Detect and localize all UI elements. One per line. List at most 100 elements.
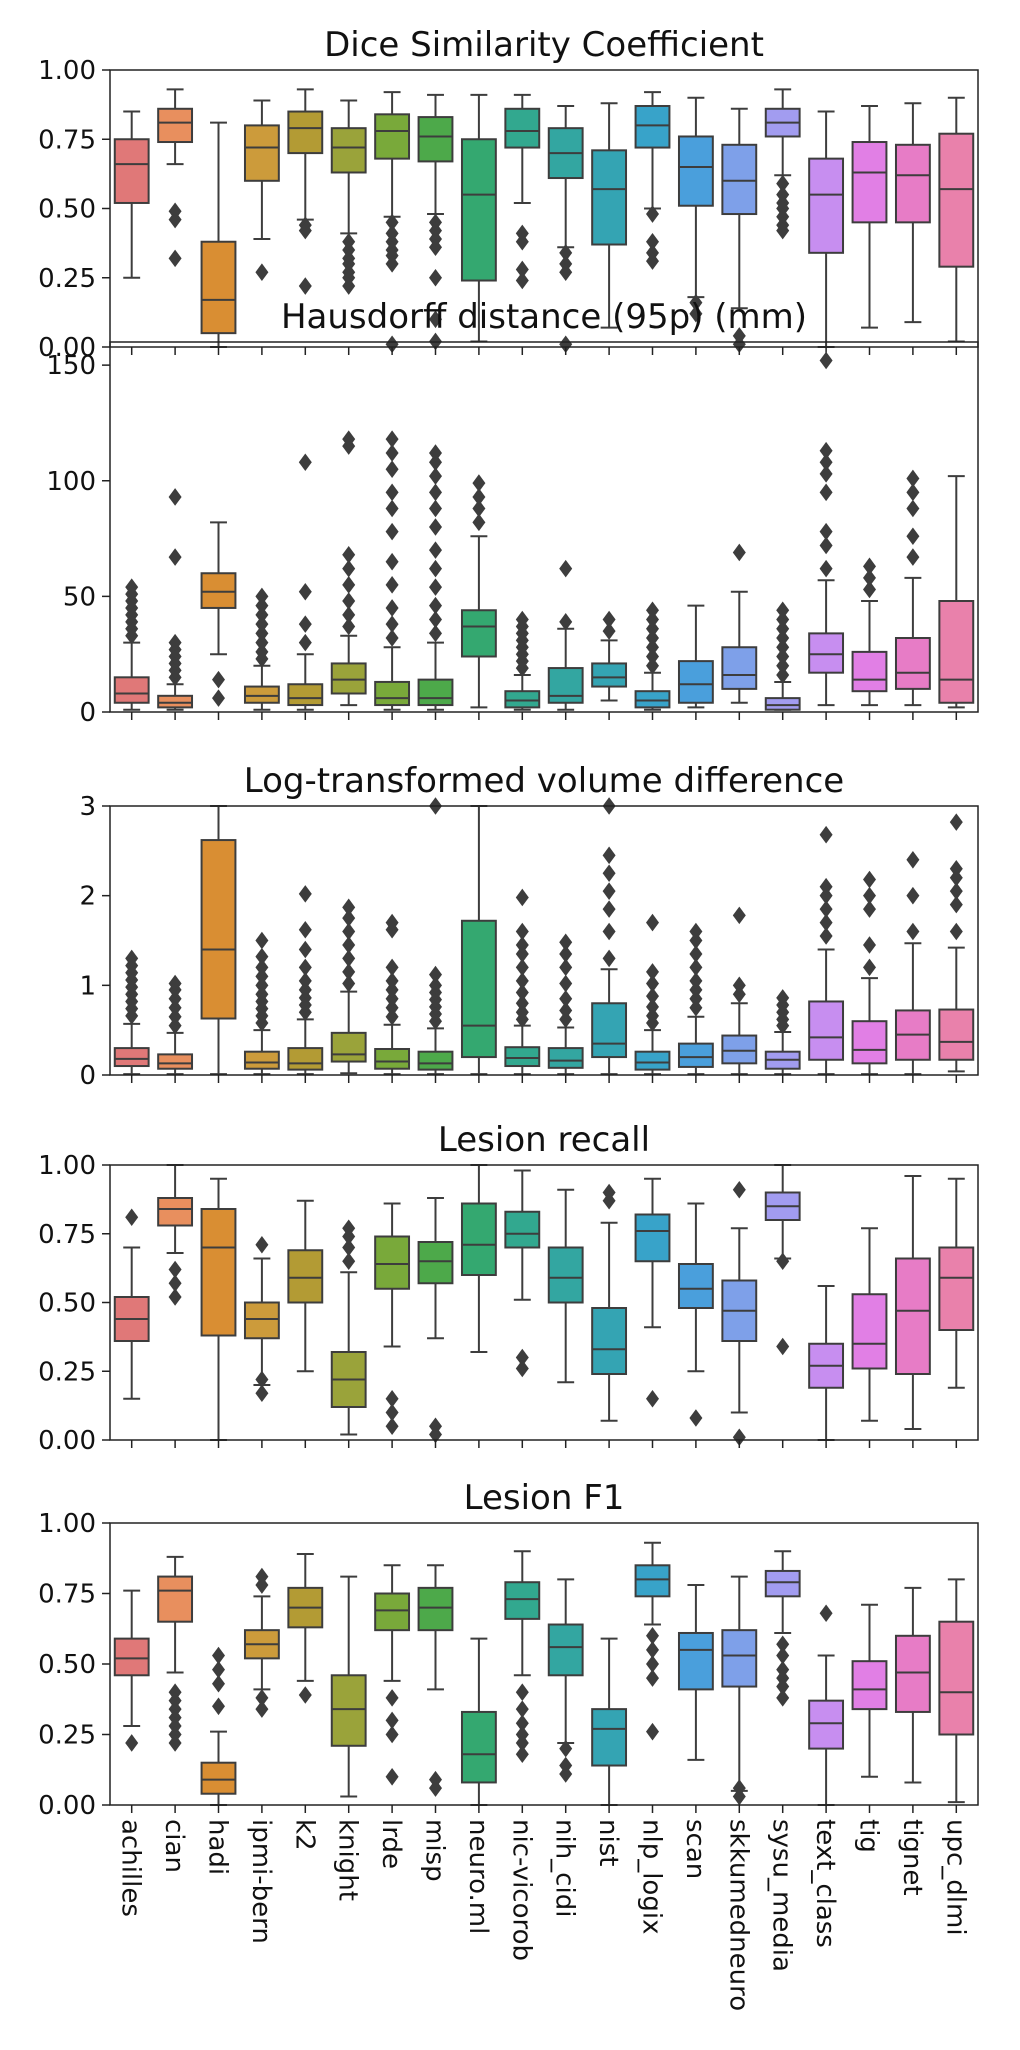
outlier-point [949, 859, 963, 878]
x-category-label: neuro.ml [463, 1819, 493, 1934]
outlier-point [429, 965, 442, 984]
plot-frame [109, 1164, 979, 1441]
outlier-point [559, 945, 573, 963]
box-k2 [287, 1553, 324, 1704]
box-tig [851, 105, 888, 329]
box-lrde [374, 1564, 411, 1786]
box-nih_cidi [547, 1188, 584, 1384]
box-iqr [504, 107, 541, 149]
outlier-point [212, 1646, 225, 1665]
outlier-point [819, 913, 833, 932]
outlier-point [385, 444, 399, 462]
y-tick-label: 0.25 [38, 264, 96, 294]
y-tick-label: 0.50 [38, 195, 96, 225]
outlier-point [255, 606, 269, 624]
box-iqr [287, 683, 324, 707]
box-iqr [330, 662, 367, 695]
x-category-label: nic-vicorob [506, 1819, 536, 1961]
box-misp [417, 797, 454, 1076]
box-achilles [113, 949, 150, 1076]
outlier-point [646, 974, 659, 993]
x-category-label: tig [854, 1819, 884, 1853]
y-tick-label: 0.25 [38, 1721, 96, 1751]
chart-panel-3: Log-transformed volume difference 0 1 2 3 [79, 761, 979, 1091]
outlier-point [255, 958, 269, 977]
outlier-point [689, 990, 703, 1008]
box-iqr [938, 600, 975, 704]
outlier-point [255, 976, 269, 995]
outlier-point [385, 430, 399, 448]
outlier-point [385, 1689, 399, 1707]
outlier-point [429, 578, 442, 596]
box-iqr [634, 1050, 671, 1071]
x-category-label: scan [680, 1819, 710, 1879]
box-iqr [200, 240, 237, 335]
outlier-point [776, 1635, 790, 1654]
box-iqr [938, 1620, 975, 1736]
outlier-point [429, 610, 442, 629]
box-upc_dlmi [938, 1578, 975, 1804]
outlier-point [776, 647, 790, 666]
outlier-point [255, 624, 269, 643]
box-iqr [243, 685, 280, 704]
box-iqr [200, 572, 237, 609]
box-text_class [808, 351, 845, 707]
outlier-point [515, 1348, 529, 1367]
y-tick-label: 0.00 [38, 333, 96, 363]
outlier-point [385, 1711, 399, 1730]
box-lrde [374, 91, 411, 354]
x-category-label: sysu_media [767, 1819, 797, 1972]
box-iqr [157, 1053, 194, 1070]
outlier-point [732, 543, 746, 562]
box-nih_cidi [547, 1578, 584, 1783]
box-iqr [721, 1629, 758, 1688]
outlier-point [168, 1288, 182, 1306]
outlier-point [515, 994, 529, 1013]
outlier-point [863, 557, 876, 576]
outlier-point [342, 277, 356, 295]
x-category-label: cian [159, 1819, 189, 1873]
box-iqr [677, 1263, 714, 1309]
outlier-point [776, 989, 790, 1007]
box-nist [591, 797, 628, 1076]
box-iqr [157, 1197, 194, 1227]
outlier-point [906, 527, 920, 546]
outlier-point [863, 569, 876, 587]
outlier-point [255, 1689, 269, 1707]
outlier-point [559, 244, 573, 262]
box-iqr [113, 1047, 150, 1068]
outlier-point [385, 913, 399, 932]
box-iqr [417, 1241, 454, 1285]
box-iqr [157, 1575, 194, 1623]
outlier-point [646, 998, 659, 1016]
outlier-point [646, 913, 659, 932]
outlier-point [298, 958, 312, 977]
box-iqr [894, 637, 931, 690]
box-iqr [504, 1210, 541, 1249]
outlier-point [255, 596, 269, 615]
outlier-point [646, 1389, 659, 1408]
box-iqr [330, 1674, 367, 1747]
outlier-point [385, 576, 399, 594]
outlier-point [255, 1700, 269, 1718]
outlier-point [342, 545, 356, 564]
outlier-point [732, 1787, 746, 1806]
outlier-point [385, 599, 399, 617]
outlier-point [776, 1337, 790, 1356]
box-neuro.ml [460, 1637, 497, 1806]
box-text_class [808, 110, 845, 348]
outlier-point [819, 886, 833, 905]
box-tignet [894, 469, 931, 707]
outlier-point [385, 499, 399, 518]
x-category-label: k2 [289, 1819, 319, 1851]
outlier-point [646, 656, 659, 675]
box-cian [157, 1164, 194, 1306]
outlier-point [559, 1739, 573, 1758]
outlier-point [342, 898, 356, 917]
outlier-point [863, 580, 876, 599]
outlier-point [776, 656, 790, 675]
x-category-label: upc_dlmi [940, 1819, 970, 1936]
box-nic-vicorob [504, 1169, 541, 1378]
box-iqr [547, 1246, 584, 1304]
box-nih_cidi [547, 933, 584, 1076]
